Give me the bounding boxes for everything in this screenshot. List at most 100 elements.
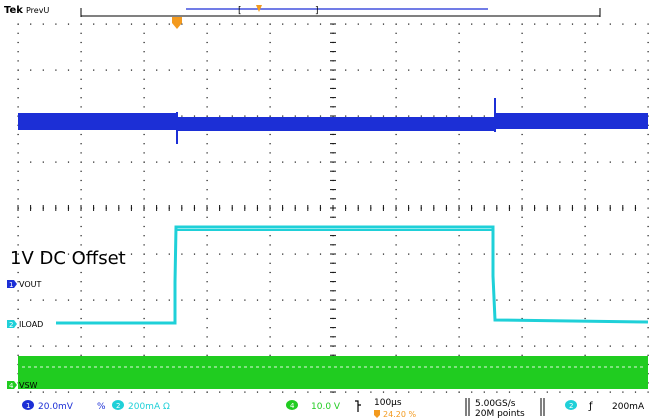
grid-dot [269, 327, 271, 329]
ch4-texture-mark [286, 366, 289, 368]
grid-dot [408, 69, 410, 71]
ch2-scale-readout[interactable]: 2 200mA Ω [112, 400, 170, 412]
grid-dot [458, 253, 460, 255]
ch4-texture-mark [94, 366, 97, 368]
grid-dot [130, 345, 133, 347]
horizontal-readout[interactable]: 100µs 24.20 % [355, 398, 416, 418]
grid-dot [597, 23, 599, 25]
grid-dot [357, 23, 359, 25]
grid-dot [647, 161, 649, 163]
grid-dot [534, 345, 536, 347]
grid-dot [445, 253, 448, 255]
grid-dot [93, 345, 95, 347]
ch4-marker-icon [7, 381, 17, 389]
grid-dot [143, 327, 145, 329]
grid-dot [622, 299, 624, 301]
grid-dot [420, 23, 422, 25]
ch4-texture-mark [598, 366, 601, 368]
grid-dot [370, 69, 372, 71]
grid-dot [471, 299, 473, 301]
grid-dot [445, 345, 448, 347]
grid-dot [55, 391, 57, 393]
ch1-scale-readout[interactable]: 1 20.0mV % [22, 400, 106, 412]
grid-dot [395, 327, 397, 329]
grid-dot [307, 23, 309, 25]
grid-dot [420, 115, 422, 117]
ch4-texture-mark [430, 366, 433, 368]
grid-dot [219, 391, 221, 393]
grid-dot [80, 391, 82, 393]
grid-dot [471, 115, 473, 117]
grid-dot [143, 41, 145, 44]
grid-dot [357, 391, 359, 393]
grid-dot [17, 253, 19, 255]
grid-dot [584, 391, 586, 393]
grid-dot [559, 299, 561, 301]
ch4-texture-mark [130, 366, 133, 368]
grid-dot [521, 41, 523, 44]
grid-dot [269, 161, 271, 163]
grid-dot [206, 317, 208, 320]
grid-dot [80, 225, 82, 228]
grid-dot [395, 32, 397, 34]
grid-dot [395, 216, 397, 218]
grid-dot [156, 299, 158, 301]
ch4-texture-mark [58, 366, 61, 368]
grid-dot [584, 345, 586, 347]
ch4-texture-mark [64, 366, 67, 368]
ch4-ground-marker[interactable]: 4 VSW [7, 381, 38, 390]
grid-dot [206, 97, 208, 99]
grid-dot [193, 391, 196, 393]
grid-dot [206, 281, 208, 283]
grid-dot [534, 253, 536, 255]
ch4-texture-mark [358, 366, 361, 368]
ch4-scale-readout[interactable]: 4 10.0 V [286, 400, 341, 412]
acquisition-readout[interactable]: 5.00GS/s 20M points [465, 398, 545, 418]
trigger-readout[interactable]: 2 ƒ 200mA [565, 400, 645, 412]
ch4-texture-mark [400, 366, 403, 368]
grid-dot [395, 106, 397, 108]
ch4-switching-band [18, 356, 648, 389]
grid-dot [193, 161, 196, 163]
grid-dot [584, 78, 586, 80]
ch4-texture-mark [292, 366, 295, 368]
grid-dot [80, 290, 82, 292]
ch4-texture-mark [202, 366, 205, 368]
grid-dot [269, 345, 271, 347]
trigger-marker-icon[interactable] [172, 17, 182, 29]
grid-dot [521, 161, 523, 163]
grid-dot [647, 106, 649, 108]
grid-dot [17, 354, 19, 356]
grid-dot [143, 354, 145, 356]
grid-dot [17, 60, 19, 62]
grid-dot [420, 253, 422, 255]
ch4-status-icon [286, 400, 298, 410]
ch4-texture-mark [70, 366, 73, 368]
grid-dot [17, 216, 19, 218]
grid-dot [395, 235, 397, 237]
ch2-ground-marker[interactable]: 2 ILOAD [7, 320, 43, 329]
grid-dot [584, 152, 586, 154]
grid-dot [17, 133, 19, 136]
grid-dot [357, 69, 359, 71]
grid-dot [307, 391, 309, 393]
grid-dot [521, 244, 523, 246]
grid-dot [17, 87, 19, 90]
grid-dot [307, 253, 309, 255]
grid-dot [269, 198, 271, 200]
grid-dot [458, 32, 460, 34]
ch4-texture-mark [412, 366, 415, 368]
grid-dot [80, 170, 82, 172]
grid-dot [622, 345, 624, 347]
ch1-ground-marker[interactable]: 1 VOUT [7, 280, 41, 289]
grid-dot [206, 354, 208, 356]
grid-dot [219, 253, 221, 255]
grid-dot [269, 271, 271, 274]
grid-dot [105, 253, 107, 255]
ch4-scale: 10.0 V [311, 402, 341, 412]
grid-dot [143, 87, 145, 90]
grid-dot [67, 161, 70, 163]
grid-dot [458, 189, 460, 191]
grid-dot [156, 161, 158, 163]
ch4-texture-mark [262, 366, 265, 368]
